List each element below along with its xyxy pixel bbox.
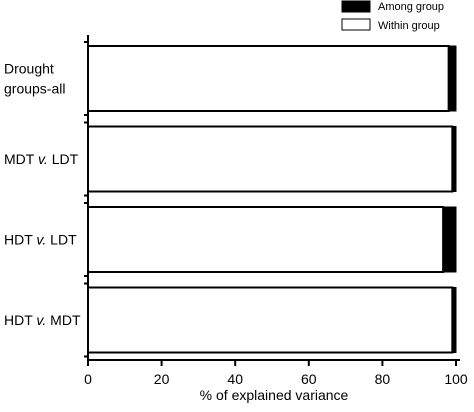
bar-among-group-3: [451, 287, 457, 353]
category-label-0-0: Drought: [4, 61, 54, 77]
x-tick-label-5: 100: [444, 371, 468, 387]
x-tick-label-0: 0: [84, 371, 92, 387]
x-tick-label-3: 60: [301, 371, 317, 387]
bars: [87, 45, 457, 354]
bar-within-group-3: [87, 286, 454, 354]
bar-within-group-2: [87, 206, 445, 273]
bar-among-group-1: [451, 126, 457, 192]
category-label-1-0: MDT v. LDT: [4, 151, 79, 167]
x-tick-label-2: 40: [227, 371, 243, 387]
bar-within-group-1: [87, 125, 454, 193]
x-ticks: 0 20 40 60 80 100: [84, 41, 468, 387]
x-tick-label-1: 20: [154, 371, 170, 387]
bar-among-group-2: [442, 206, 457, 273]
x-tick-label-4: 80: [375, 371, 391, 387]
category-label-3-0: HDT v. MDT: [4, 312, 81, 328]
legend: Among group Within group: [341, 0, 444, 32]
bar-among-group-0: [448, 45, 457, 112]
bar-within-group-0: [87, 45, 450, 112]
legend-label-among-group: Among group: [378, 1, 444, 13]
legend-label-within-group: Within group: [378, 20, 440, 32]
category-label-0-1: groups-all: [4, 81, 65, 97]
category-label-2-0: HDT v. LDT: [4, 232, 77, 248]
category-labels: Drought groups-all MDT v. LDT HDT v. LDT HDT…: [4, 61, 81, 329]
legend-swatch-among-group: [341, 0, 371, 13]
legend-swatch-within-group: [341, 18, 371, 31]
x-axis-title: % of explained variance: [200, 387, 349, 403]
